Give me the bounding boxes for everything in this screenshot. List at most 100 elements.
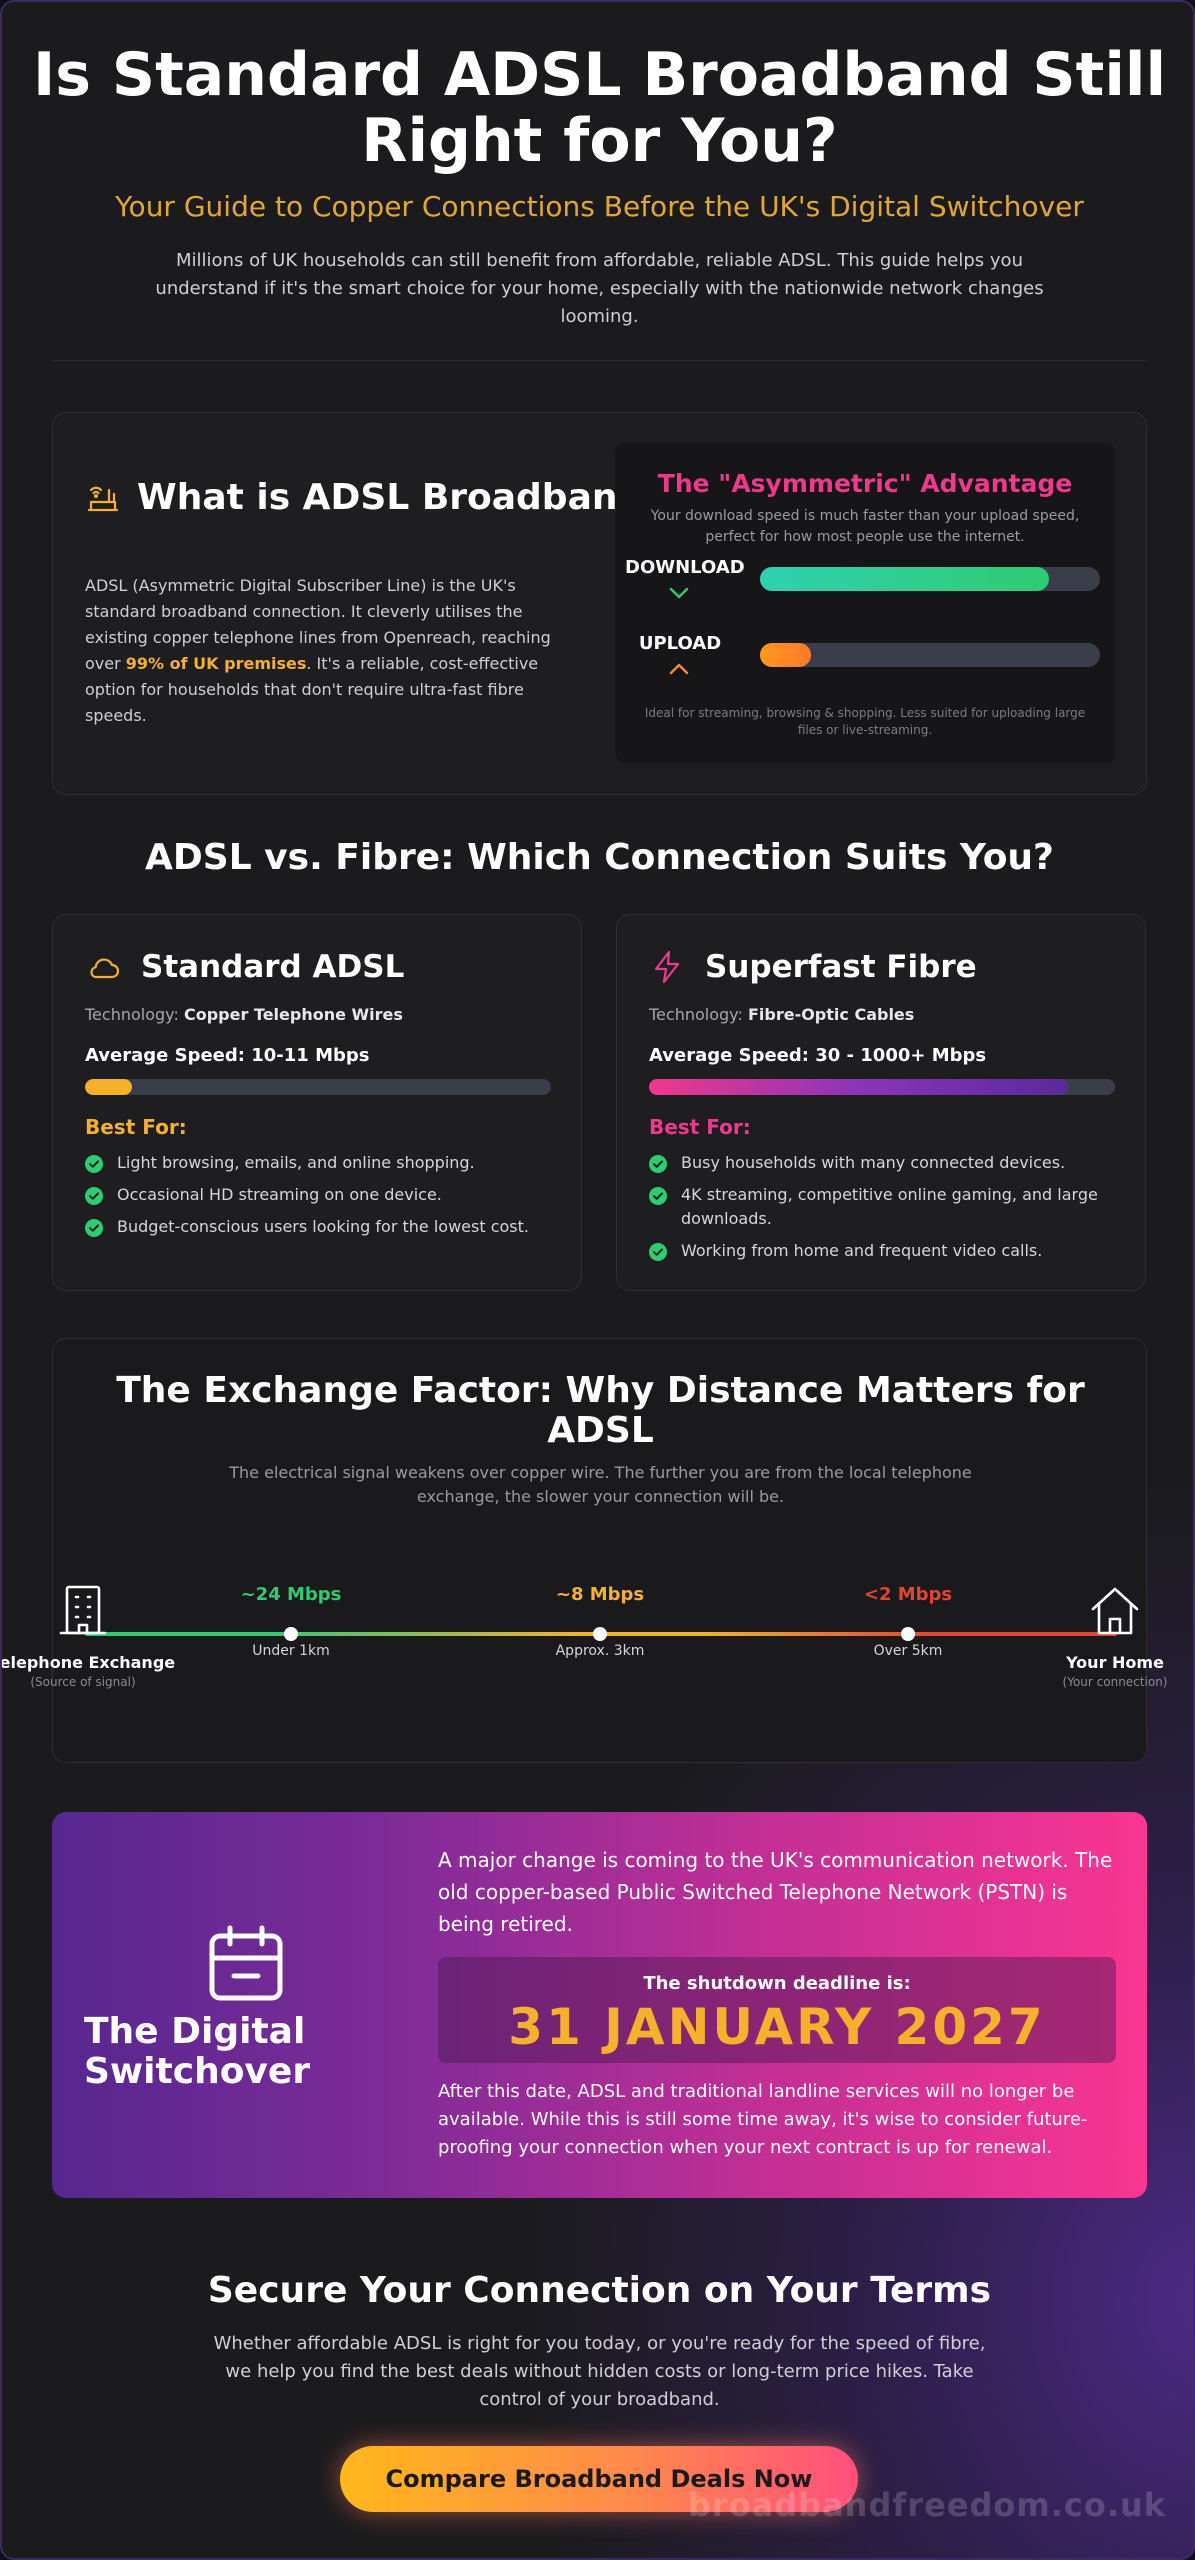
check-circle-icon (85, 1219, 103, 1237)
distance-label-1: Under 1km (252, 1643, 330, 1659)
download-bar-fill (760, 567, 1049, 591)
cta-body: Whether affordable ADSL is right for you… (213, 2333, 986, 2410)
fibre-speed-bar-fill (649, 1079, 1069, 1095)
fibre-speed-bar (649, 1079, 1115, 1095)
exchange-factor-card: The Exchange Factor: Why Distance Matter… (2, 1338, 1167, 1763)
tech-value: Copper Telephone Wires (183, 1005, 403, 1024)
asymmetric-note: Ideal for streaming, browsing & shopping… (644, 706, 1086, 737)
list-item-text: 4K streaming, competitive online gaming,… (681, 1185, 1098, 1228)
tech-label: Technology: (649, 1005, 743, 1024)
list-item-text: Busy households with many connected devi… (681, 1153, 1066, 1172)
compare-deals-button[interactable]: Compare Broadband Deals Now (340, 2446, 858, 2512)
calendar-icon (209, 1925, 283, 2001)
building-icon (59, 1585, 107, 1635)
page-title: Is Standard ADSL Broadband Still Right f… (32, 40, 1167, 176)
check-circle-icon (649, 1187, 667, 1205)
router-icon (87, 486, 119, 512)
fibre-average-speed: Average Speed: 30 - 1000+ Mbps (649, 1045, 987, 1066)
adsl-best-for-list: Light browsing, emails, and online shopp… (85, 1151, 555, 1247)
adsl-heading: Standard ADSL (85, 949, 404, 985)
cloud-icon (90, 958, 120, 979)
exchange-title: The Exchange Factor: Why Distance Matter… (116, 1370, 1085, 1451)
speed-point-1: ~24 Mbps (240, 1584, 342, 1605)
fibre-card: Superfast Fibre Technology: Fibre-Optic … (616, 914, 1146, 1291)
list-item-text: Light browsing, emails, and online shopp… (117, 1153, 475, 1172)
list-item: Budget-conscious users looking for the l… (85, 1215, 555, 1239)
page-subtitle: Your Guide to Copper Connections Before … (115, 190, 1084, 223)
list-item: Working from home and frequent video cal… (649, 1239, 1119, 1263)
adsl-title: Standard ADSL (141, 949, 405, 985)
check-circle-icon (649, 1155, 667, 1173)
tech-label: Technology: (85, 1005, 179, 1024)
upload-bar-fill (760, 643, 811, 667)
distance-marker-2 (593, 1627, 607, 1641)
deadline-box: The shutdown deadline is: 31 JANUARY 202… (438, 1957, 1116, 2063)
adsl-speed-bar-fill (85, 1079, 132, 1095)
what-is-adsl-card: What is ADSL Broadband? ADSL (Asymmetric… (52, 412, 1147, 795)
list-item-text: Budget-conscious users looking for the l… (117, 1217, 529, 1236)
cta-title: Secure Your Connection on Your Terms (207, 2270, 992, 2311)
list-item: Occasional HD streaming on one device. (85, 1183, 555, 1207)
fibre-title: Superfast Fibre (705, 949, 977, 985)
body-text-start: ADSL (Asymmetric Digital Subscriber Line… (85, 576, 551, 673)
distance-label-2: Approx. 3km (555, 1643, 645, 1659)
adsl-speed-bar (85, 1079, 551, 1095)
deadline-date: 31 JANUARY 2027 (508, 1998, 1046, 2056)
switchover-intro: A major change is coming to the UK's com… (438, 1848, 1113, 1936)
list-item: 4K streaming, competitive online gaming,… (649, 1183, 1119, 1231)
coverage-highlight: 99% of UK premises (125, 654, 307, 673)
speed-point-2: ~8 Mbps (555, 1584, 645, 1605)
fibre-heading: Superfast Fibre (649, 949, 977, 985)
asymmetric-desc: Your download speed is much faster than … (650, 508, 1080, 545)
intro-text: Millions of UK households can still bene… (155, 250, 1044, 327)
exchange-sublabel: (Source of signal) (30, 1675, 136, 1689)
comparison-title: ADSL vs. Fibre: Which Connection Suits Y… (145, 837, 1054, 878)
switchover-detail: After this date, ADSL and traditional la… (438, 2081, 1088, 2158)
chevron-down-icon (669, 587, 689, 599)
fibre-best-for-label: Best For: (649, 1115, 751, 1139)
check-circle-icon (649, 1243, 667, 1261)
tech-value: Fibre-Optic Cables (747, 1005, 915, 1024)
download-label: DOWNLOAD (625, 557, 745, 578)
upload-row: UPLOAD (625, 633, 1105, 683)
what-is-adsl-heading: What is ADSL Broadband? (85, 478, 664, 518)
check-circle-icon (85, 1155, 103, 1173)
divider (52, 360, 1147, 361)
site-watermark: broadbandfreedom.co.uk (688, 2486, 1167, 2524)
upload-label: UPLOAD (638, 633, 722, 654)
check-circle-icon (85, 1187, 103, 1205)
exchange-desc: The electrical signal weakens over coppe… (229, 1463, 972, 1506)
home-label: Your Home (1066, 1653, 1164, 1672)
download-row: DOWNLOAD (625, 557, 1105, 607)
list-item: Busy households with many connected devi… (649, 1151, 1119, 1175)
home-icon (1091, 1587, 1139, 1635)
chevron-up-icon (669, 663, 689, 675)
adsl-card: Standard ADSL Technology: Copper Telepho… (52, 914, 582, 1291)
deadline-label: The shutdown deadline is: (643, 1973, 911, 1994)
hero-section: Is Standard ADSL Broadband Still Right f… (2, 40, 1193, 331)
list-item-text: Occasional HD streaming on one device. (117, 1185, 442, 1204)
switchover-title: The Digital Switchover (84, 2011, 311, 2092)
what-is-adsl-title: What is ADSL Broadband? (137, 477, 665, 518)
adsl-best-for-label: Best For: (85, 1115, 187, 1139)
distance-label-3: Over 5km (873, 1643, 943, 1659)
download-bar (760, 567, 1100, 591)
body-text-end: . It's a reliable, cost-effective option… (85, 654, 539, 725)
what-is-adsl-body: ADSL (Asymmetric Digital Subscriber Line… (85, 573, 565, 729)
distance-marker-1 (284, 1627, 298, 1641)
asymmetric-title: The "Asymmetric" Advantage (657, 469, 1073, 498)
adsl-average-speed: Average Speed: 10-11 Mbps (85, 1045, 370, 1066)
asymmetric-panel: The "Asymmetric" Advantage Your download… (615, 443, 1115, 763)
digital-switchover-banner: The Digital Switchover A major change is… (52, 1812, 1147, 2198)
adsl-technology: Technology: Copper Telephone Wires (85, 1005, 403, 1024)
home-sublabel: (Your connection) (1062, 1675, 1168, 1689)
list-item-text: Working from home and frequent video cal… (681, 1241, 1043, 1260)
speed-point-3: <2 Mbps (863, 1584, 953, 1605)
exchange-label: Telephone Exchange (0, 1653, 176, 1672)
list-item: Light browsing, emails, and online shopp… (85, 1151, 555, 1175)
fibre-technology: Technology: Fibre-Optic Cables (649, 1005, 914, 1024)
upload-bar (760, 643, 1100, 667)
fibre-best-for-list: Busy households with many connected devi… (649, 1151, 1119, 1271)
distance-marker-3 (901, 1627, 915, 1641)
